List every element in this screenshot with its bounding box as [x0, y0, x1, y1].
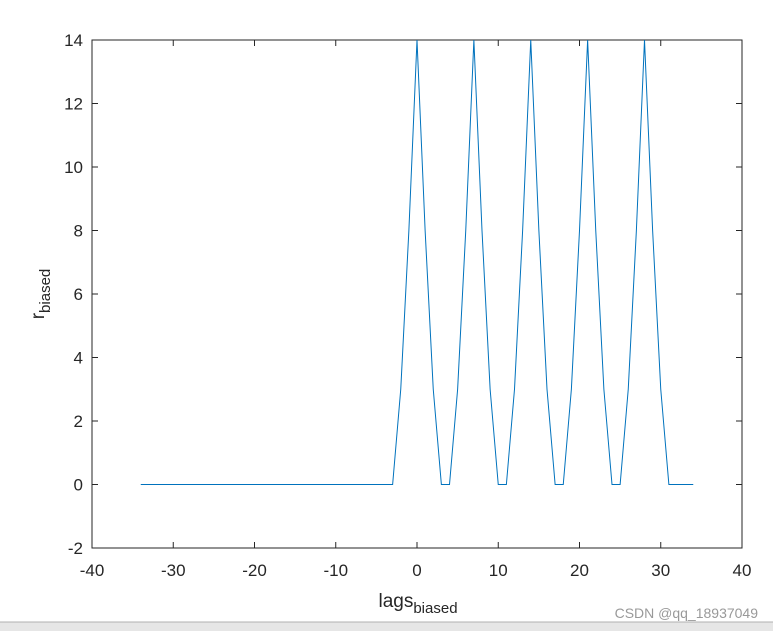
x-label-sub: biased	[413, 600, 457, 617]
y-tick-label: 12	[64, 95, 83, 114]
y-tick-label: 0	[74, 476, 83, 495]
x-axis-label: lagsbiased	[378, 591, 457, 617]
y-tick-label: 2	[74, 412, 83, 431]
watermark: CSDN @qq_18937049	[615, 605, 759, 621]
y-tick-label: 8	[74, 222, 83, 241]
x-tick-label: -40	[80, 561, 105, 580]
x-tick-label: 10	[489, 561, 508, 580]
x-tick-label: -30	[161, 561, 186, 580]
x-tick-label: -10	[323, 561, 348, 580]
y-label-sub: biased	[37, 269, 54, 313]
x-tick-label: 40	[733, 561, 752, 580]
y-tick-label: -2	[68, 539, 83, 558]
window-border	[0, 622, 773, 631]
y-tick-label: 10	[64, 158, 83, 177]
y-label-main: r	[28, 312, 49, 319]
data-line	[140, 39, 694, 485]
x-tick-label: -20	[242, 561, 267, 580]
x-tick-label: 20	[570, 561, 589, 580]
x-label-main: lags	[378, 591, 413, 612]
y-tick-label: 14	[64, 31, 83, 50]
x-tick-label: 30	[651, 561, 670, 580]
x-tick-label: 0	[412, 561, 421, 580]
y-tick-label: 4	[74, 349, 83, 368]
plot-box	[91, 39, 743, 549]
y-tick-label: 6	[74, 285, 83, 304]
y-axis-label: rbiased	[28, 269, 54, 320]
